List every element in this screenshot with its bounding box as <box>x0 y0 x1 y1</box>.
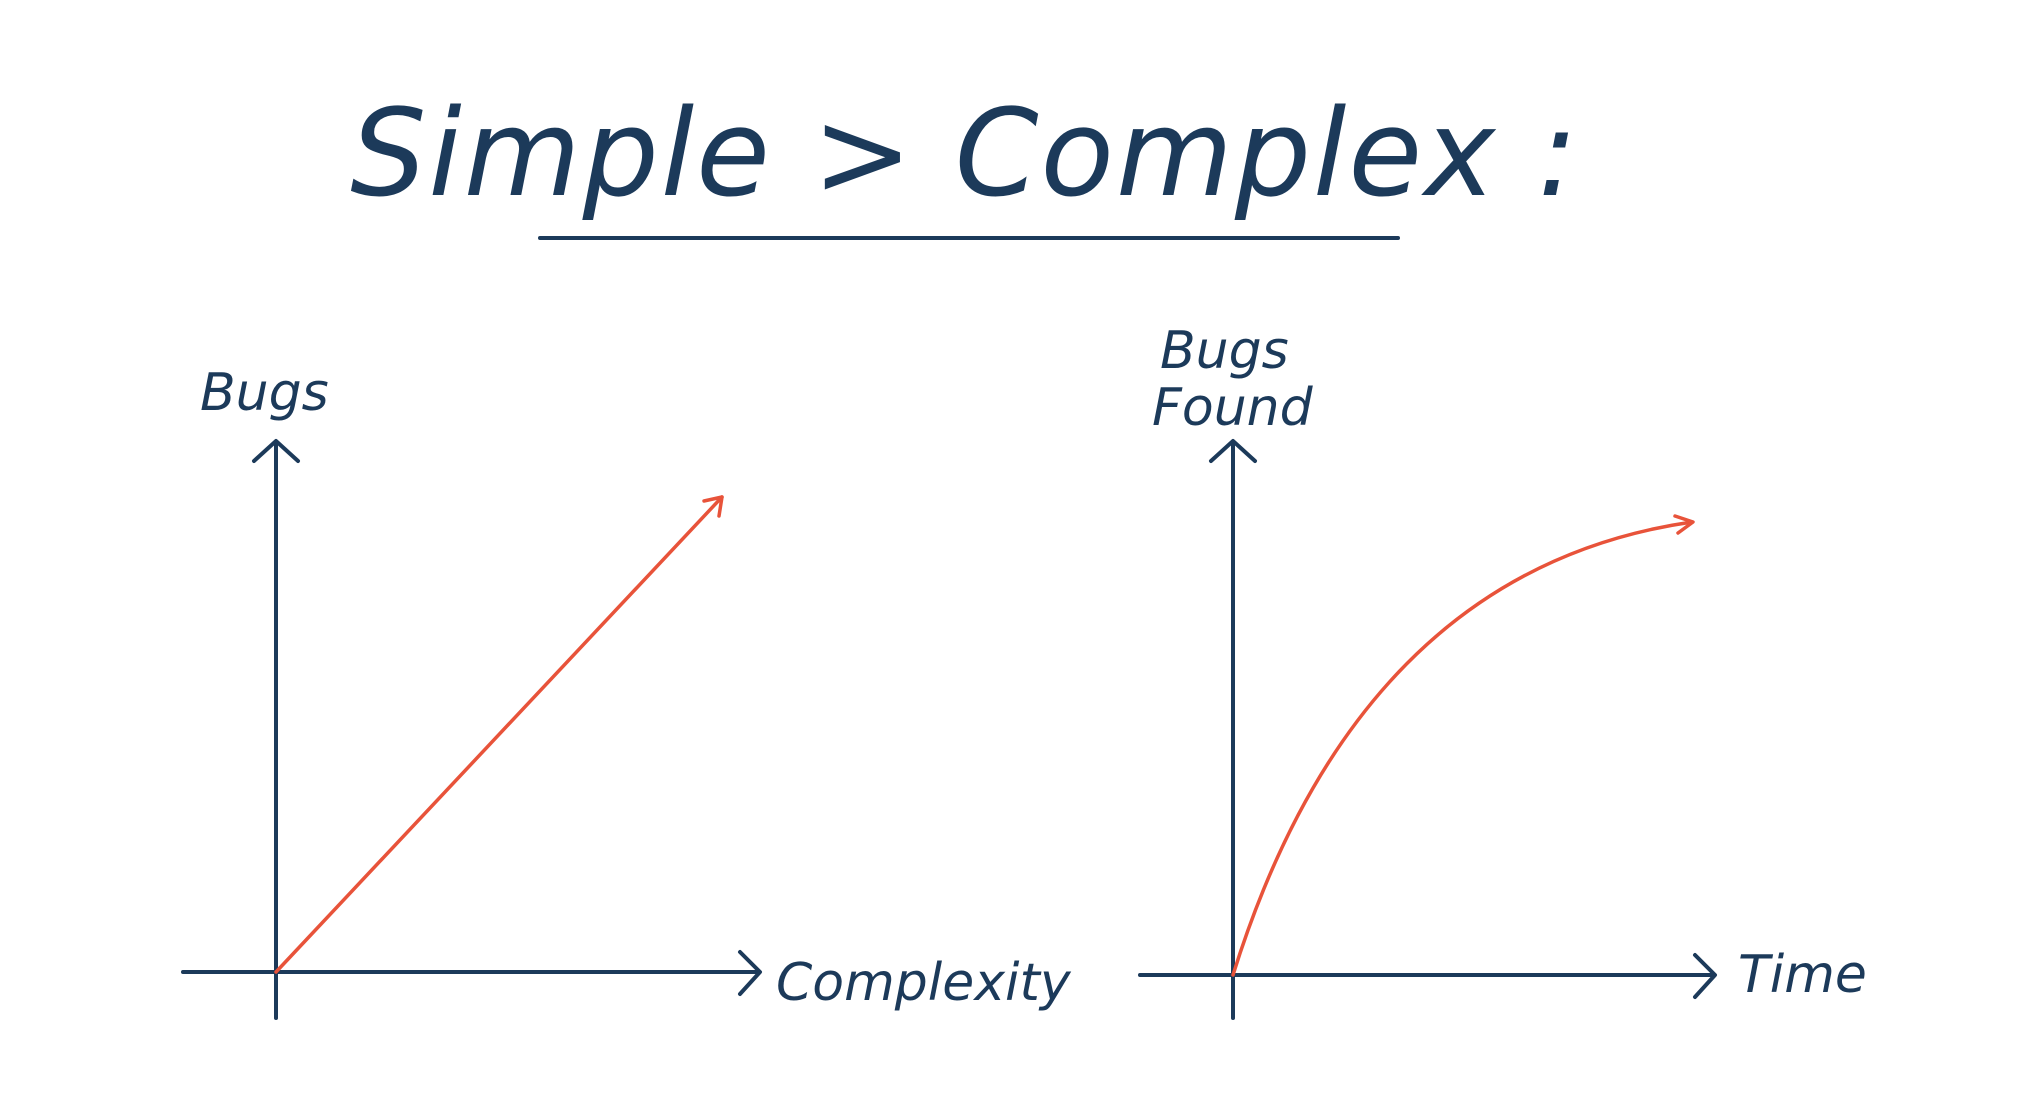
curve-arrowhead <box>702 495 724 518</box>
title: Simple > Complex : <box>350 85 1580 224</box>
diagram-left: Bugs Complexity <box>181 363 1072 1020</box>
x-axis-arrowhead <box>738 950 762 996</box>
y-axis-arrowhead <box>252 439 300 463</box>
diagram-right: Bugs Found Time <box>1138 321 1867 1020</box>
x-axis-arrowhead <box>1693 953 1717 999</box>
concave-curve <box>1231 520 1694 977</box>
y-axis-arrowhead <box>1209 439 1257 463</box>
x-axis-label: Time <box>1738 945 1867 1005</box>
y-axis-label-line-2: Found <box>1152 378 1314 438</box>
curve-arrowhead <box>1673 514 1695 535</box>
linear-curve <box>274 495 724 974</box>
y-axis-label-line-1: Bugs <box>1160 321 1289 381</box>
x-axis-label: Complexity <box>776 953 1072 1013</box>
y-axis-label: Bugs <box>200 363 329 423</box>
